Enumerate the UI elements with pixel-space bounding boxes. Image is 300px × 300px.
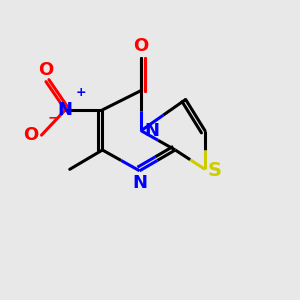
Text: S: S — [208, 161, 222, 180]
Text: N: N — [132, 174, 147, 192]
Text: O: O — [38, 61, 54, 79]
Text: +: + — [76, 86, 86, 100]
Text: N: N — [144, 122, 159, 140]
Text: O: O — [134, 38, 149, 56]
Text: N: N — [58, 101, 73, 119]
Text: −: − — [47, 111, 59, 125]
Text: O: O — [23, 126, 38, 144]
